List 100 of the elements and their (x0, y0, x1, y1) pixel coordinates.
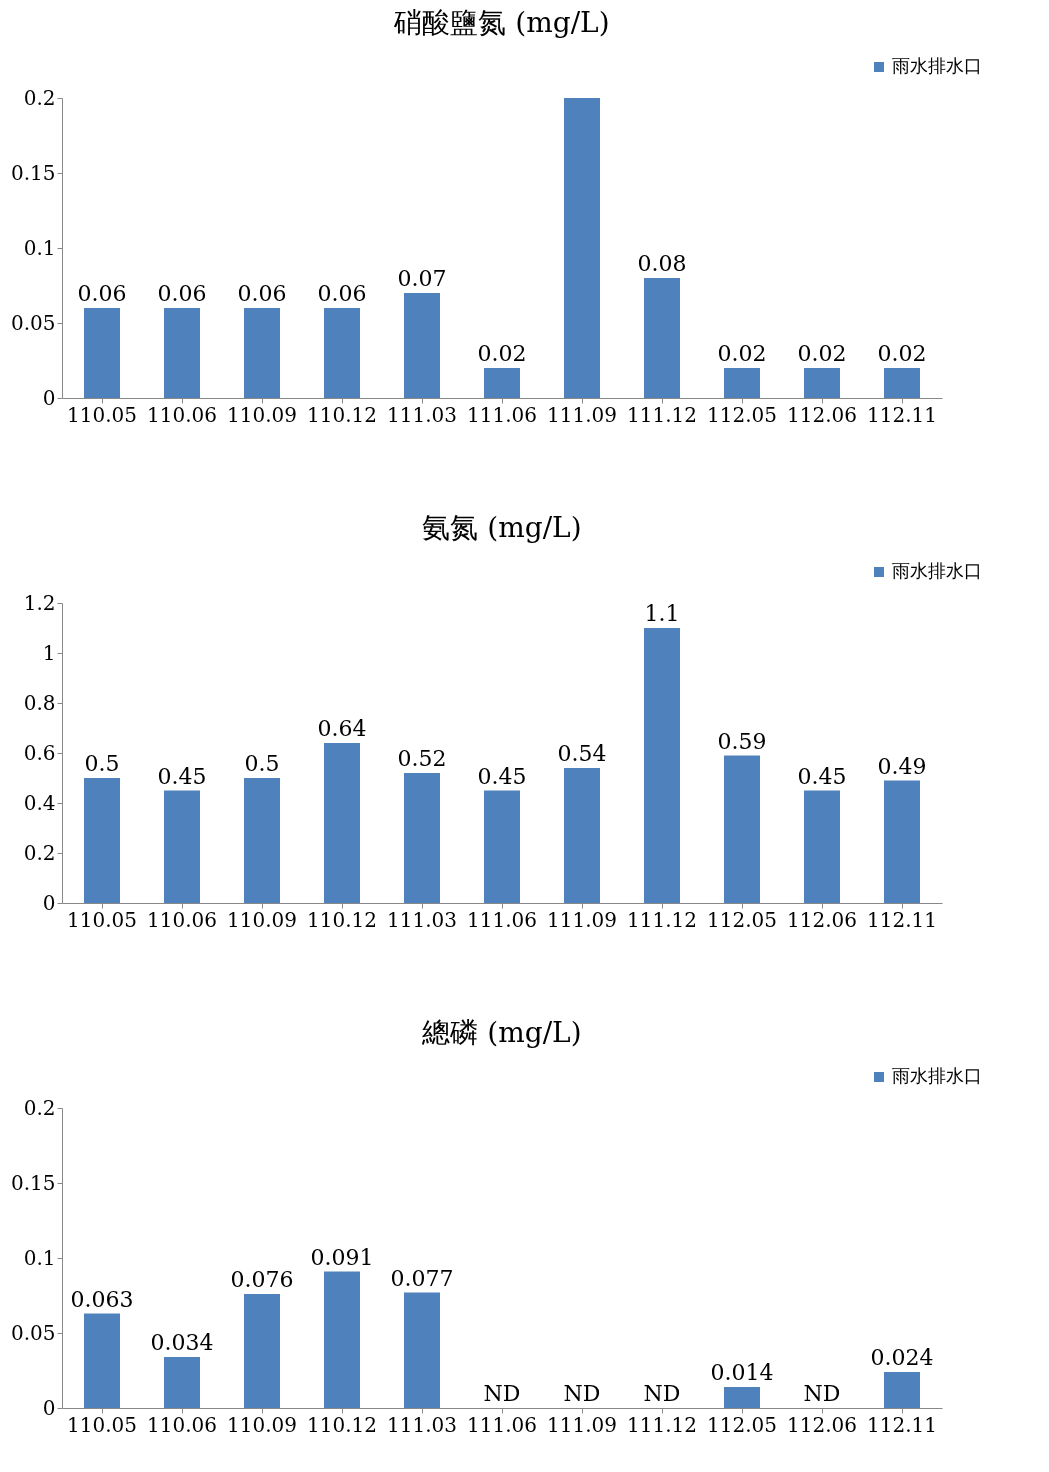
bar (324, 1271, 360, 1408)
data-label: 0.52 (397, 746, 447, 771)
data-label: 0.5 (244, 751, 280, 776)
text: 0.02 (877, 341, 927, 366)
x-tick-label: 110.05 (67, 1412, 137, 1437)
x-tick-label: 110.06 (147, 907, 217, 932)
bar (484, 368, 520, 398)
bar (244, 1294, 280, 1408)
x-tick-label: 110.12 (307, 907, 377, 932)
x-tick-label: 110.12 (307, 1412, 377, 1437)
bar (404, 773, 440, 903)
bar (644, 278, 680, 398)
data-label: 0.49 (877, 753, 927, 779)
y-tick-label: 1 (42, 640, 56, 665)
bar (564, 98, 600, 398)
y-tick-label: 0.15 (10, 160, 56, 185)
x-tick-label: 110.05 (67, 907, 137, 932)
x-tick-label: 112.06 (787, 1412, 857, 1437)
y-tick-label: 0.6 (23, 740, 56, 765)
text: 0.06 (317, 281, 367, 306)
data-label: 0.5 (84, 751, 120, 776)
bar (884, 368, 920, 398)
text: 0.06 (157, 281, 207, 306)
text: ND (643, 1381, 681, 1406)
legend-label: 雨水排水口 (892, 55, 982, 76)
bar (804, 790, 840, 903)
bar (724, 368, 760, 398)
y-tick-label: 0.2 (23, 1095, 56, 1120)
x-tick-label: 111.03 (387, 402, 457, 427)
data-label: 1.1 (644, 601, 680, 626)
x-tick-label: 110.09 (227, 907, 297, 932)
bar (244, 778, 280, 903)
bar (164, 1357, 200, 1408)
y-tick-label: 0 (42, 890, 56, 915)
x-tick-label: 111.12 (627, 907, 697, 932)
y-tick-label: 0.05 (10, 310, 56, 335)
x-tick-label: 111.03 (387, 1412, 457, 1437)
x-tick-label: 110.05 (67, 402, 137, 427)
x-tick-label: 111.03 (387, 907, 457, 932)
text: 0.07 (397, 266, 447, 291)
text: 0.02 (797, 341, 847, 366)
x-tick-label: 112.11 (867, 402, 937, 427)
text: 0.076 (230, 1267, 294, 1292)
text: 0.077 (390, 1265, 454, 1291)
bar (404, 293, 440, 398)
bar (724, 755, 760, 903)
y-tick-label: 0.2 (23, 85, 56, 110)
x-tick-label: 111.12 (627, 1412, 697, 1437)
text: ND (483, 1381, 521, 1406)
y-tick-label: 0.8 (23, 690, 56, 715)
x-tick-label: 112.11 (867, 1412, 937, 1437)
x-tick-label: 110.09 (227, 1412, 297, 1437)
x-tick-label: 112.06 (787, 402, 857, 427)
x-tick-label: 112.05 (707, 402, 777, 427)
legend-label: 雨水排水口 (892, 560, 982, 581)
y-tick-label: 0.15 (10, 1170, 56, 1195)
x-tick-label: 111.06 (467, 907, 537, 932)
bar (164, 790, 200, 903)
data-label: 0.45 (157, 763, 207, 789)
legend-label: 雨水排水口 (892, 1065, 982, 1086)
text: 0.06 (237, 281, 287, 306)
x-tick-label: 111.09 (547, 402, 617, 427)
text: 0.091 (310, 1244, 374, 1270)
bar (244, 308, 280, 398)
y-tick-label: 0.05 (10, 1320, 56, 1345)
bar (324, 308, 360, 398)
bar (804, 368, 840, 398)
chart-title: 硝酸鹽氮 (mg/L) (393, 6, 610, 39)
x-tick-label: 110.06 (147, 402, 217, 427)
chart-title: 總磷 (mg/L) (421, 1016, 582, 1049)
data-label: 0.54 (557, 741, 607, 766)
bar (84, 1313, 120, 1408)
bar (404, 1292, 440, 1408)
bar (724, 1387, 760, 1408)
text: ND (803, 1381, 841, 1406)
bar (324, 743, 360, 903)
bar (884, 1372, 920, 1408)
x-tick-label: 110.06 (147, 1412, 217, 1437)
data-label: 0.45 (477, 763, 527, 789)
x-tick-label: 111.12 (627, 402, 697, 427)
bar (564, 768, 600, 903)
bar (884, 780, 920, 903)
x-tick-label: 112.05 (707, 907, 777, 932)
x-tick-label: 111.09 (547, 907, 617, 932)
text: 0.014 (710, 1360, 774, 1385)
x-tick-label: 112.05 (707, 1412, 777, 1437)
text: ND (563, 1381, 601, 1406)
bar (484, 790, 520, 903)
bar (84, 778, 120, 903)
bar (84, 308, 120, 398)
data-label: 0.64 (317, 716, 367, 741)
y-tick-label: 0.2 (23, 840, 56, 865)
text: 0.08 (637, 251, 687, 276)
x-tick-label: 111.06 (467, 402, 537, 427)
y-tick-label: 0 (42, 1395, 56, 1420)
x-tick-label: 111.09 (547, 1412, 617, 1437)
x-tick-label: 112.06 (787, 907, 857, 932)
chart-title: 氨氮 (mg/L) (422, 511, 582, 544)
x-tick-label: 110.09 (227, 402, 297, 427)
text: 0.02 (717, 341, 767, 366)
